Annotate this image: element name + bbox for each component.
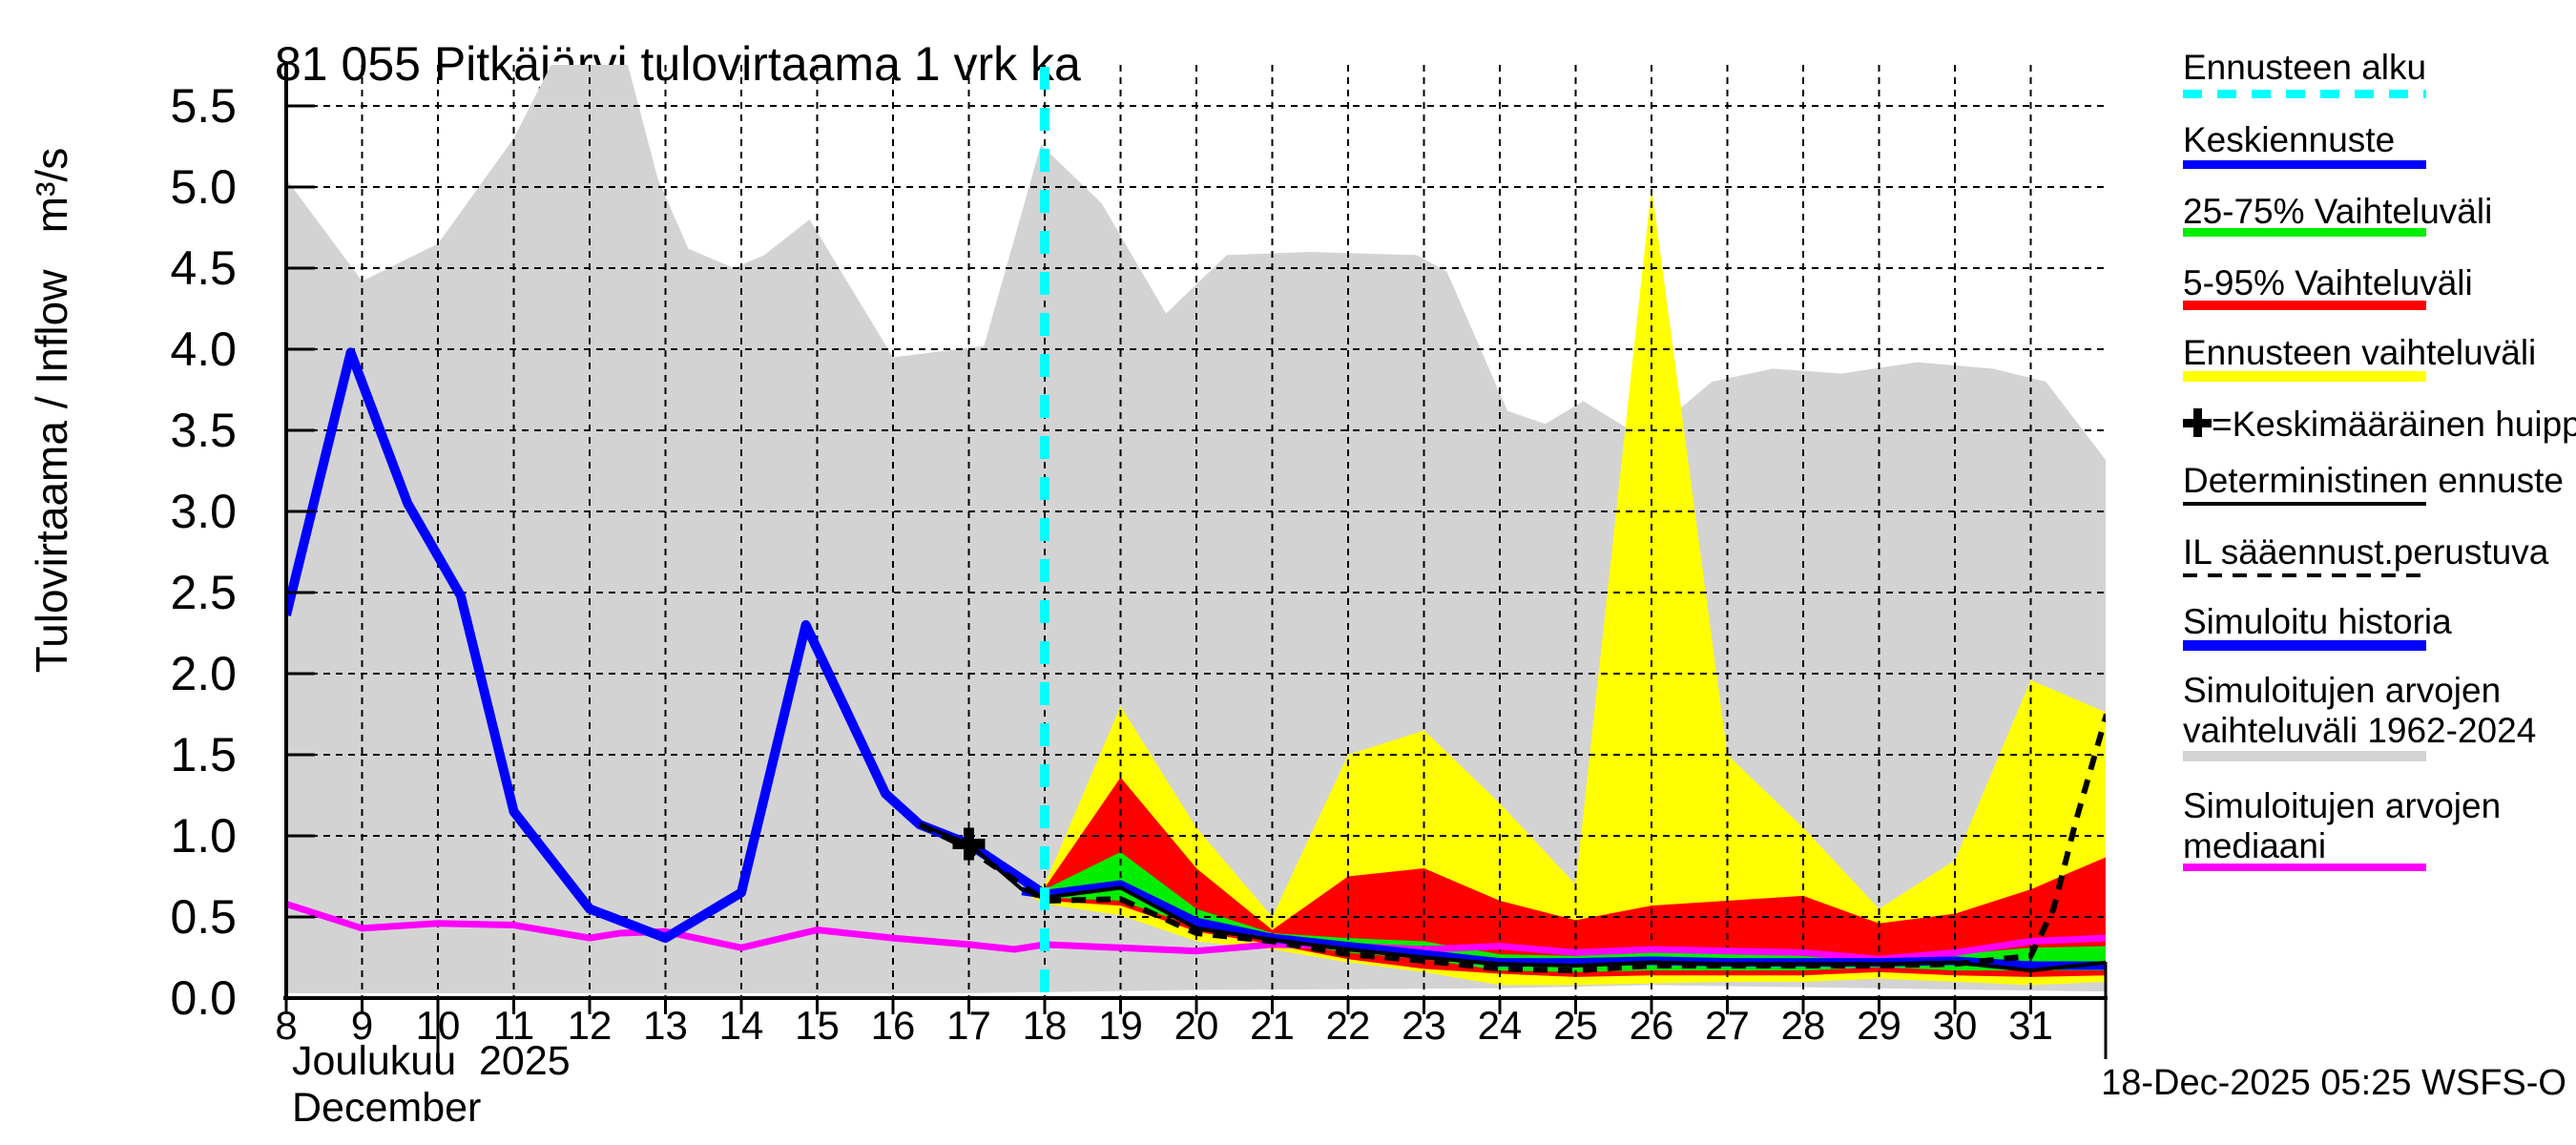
x-tick-label: 28 bbox=[1780, 1003, 1826, 1048]
legend-swatch-black-line bbox=[2183, 502, 2426, 506]
x-tick-label: 13 bbox=[643, 1003, 688, 1048]
x-tick-label: 26 bbox=[1629, 1003, 1674, 1048]
legend-swatch-cyan-dashed bbox=[2183, 90, 2426, 98]
legend-swatch-magenta-line bbox=[2183, 864, 2426, 871]
y-tick-label: 1.0 bbox=[170, 809, 237, 863]
timestamp: 18-Dec-2025 05:25 WSFS-O bbox=[2101, 1063, 2566, 1103]
y-tick-label: 1.5 bbox=[170, 728, 237, 781]
legend-label: mediaani bbox=[2183, 826, 2327, 865]
x-tick-label: 11 bbox=[492, 1003, 535, 1048]
average-peak-marker bbox=[952, 827, 986, 861]
x-tick-label: 31 bbox=[2008, 1003, 2053, 1048]
legend-label: 5-95% Vaihteluväli bbox=[2183, 263, 2473, 302]
legend-label: 25-75% Vaihteluväli bbox=[2183, 192, 2493, 231]
x-tick-label: 17 bbox=[946, 1003, 991, 1048]
legend-label: Ennusteen alku bbox=[2183, 48, 2427, 87]
x-tick-label: 21 bbox=[1250, 1003, 1295, 1048]
y-tick-label: 3.5 bbox=[170, 404, 237, 457]
legend-label: IL sääennust.perustuva bbox=[2183, 532, 2549, 572]
legend-swatch-green-line bbox=[2183, 228, 2426, 237]
y-tick-label: 5.5 bbox=[170, 79, 237, 133]
y-tick-label: 3.0 bbox=[170, 485, 237, 538]
x-tick-label: 27 bbox=[1705, 1003, 1750, 1048]
x-tick-label: 22 bbox=[1325, 1003, 1371, 1048]
legend-swatch-gray-bar bbox=[2183, 751, 2426, 761]
x-tick-label: 18 bbox=[1022, 1003, 1068, 1048]
il-weather-line bbox=[918, 713, 2106, 974]
grid-lines bbox=[286, 65, 2106, 998]
x-tick-label: 24 bbox=[1477, 1003, 1523, 1048]
y-tick-label: 4.5 bbox=[170, 241, 237, 295]
legend-label: vaihteluväli 1962-2024 bbox=[2183, 711, 2537, 750]
x-tick-label: 9 bbox=[350, 1003, 374, 1048]
x-tick-label: 23 bbox=[1402, 1003, 1446, 1048]
x-tick-label: 10 bbox=[415, 1003, 461, 1048]
x-tick-label: 15 bbox=[795, 1003, 840, 1048]
legend-label: Keskiennuste bbox=[2183, 120, 2396, 159]
chart-title: 81 055 Pitkäjärvi tulovirtaama 1 vrk ka bbox=[275, 37, 1081, 91]
y-tick-label: 5.0 bbox=[170, 160, 237, 214]
month-label-en: December bbox=[292, 1085, 482, 1131]
legend: Ennusteen alku Keskiennuste 25-75% Vaihtel… bbox=[2183, 0, 2576, 916]
legend-swatch-red-line bbox=[2183, 301, 2426, 310]
legend-label: Simuloitujen arvojen bbox=[2183, 671, 2502, 710]
x-tick-label: 30 bbox=[1932, 1003, 1978, 1048]
x-tick-label: 29 bbox=[1857, 1003, 1901, 1048]
legend-swatch-black-dashed bbox=[2183, 573, 2426, 577]
x-tick-label: 8 bbox=[275, 1003, 298, 1048]
average-peak-marker-icon bbox=[2183, 408, 2212, 437]
legend-label: Simuloitujen arvojen bbox=[2183, 786, 2502, 825]
simulated-median-line bbox=[286, 901, 2106, 963]
x-tick-label: 20 bbox=[1174, 1003, 1219, 1048]
axis-ticks bbox=[284, 104, 2032, 1055]
legend-label: Deterministinen ennuste bbox=[2183, 461, 2564, 500]
legend-swatch-yellow-line bbox=[2183, 371, 2426, 382]
y-tick-label: 2.0 bbox=[170, 647, 237, 700]
month-label-fi: Joulukuu 2025 bbox=[292, 1038, 571, 1084]
x-tick-label: 14 bbox=[718, 1003, 764, 1048]
legend-swatch-blue-line bbox=[2183, 160, 2426, 169]
y-tick-label: 0.5 bbox=[170, 890, 237, 944]
y-tick-label: 4.0 bbox=[170, 323, 237, 376]
x-tick-label: 19 bbox=[1098, 1003, 1143, 1048]
x-tick-label: 16 bbox=[870, 1003, 916, 1048]
legend-swatch-blue-thick bbox=[2183, 640, 2426, 651]
range-5-95-band bbox=[1022, 777, 2106, 977]
legend-label: Ennusteen vaihteluväli bbox=[2183, 333, 2537, 372]
x-tick-label: 12 bbox=[567, 1003, 613, 1048]
x-tick-label: 25 bbox=[1553, 1003, 1598, 1048]
legend-label: =Keskimääräinen huippu bbox=[2212, 405, 2576, 444]
legend-label: Simuloitu historia bbox=[2183, 602, 2452, 641]
y-tick-label: 0.0 bbox=[170, 971, 237, 1025]
y-tick-label: 2.5 bbox=[170, 566, 237, 619]
